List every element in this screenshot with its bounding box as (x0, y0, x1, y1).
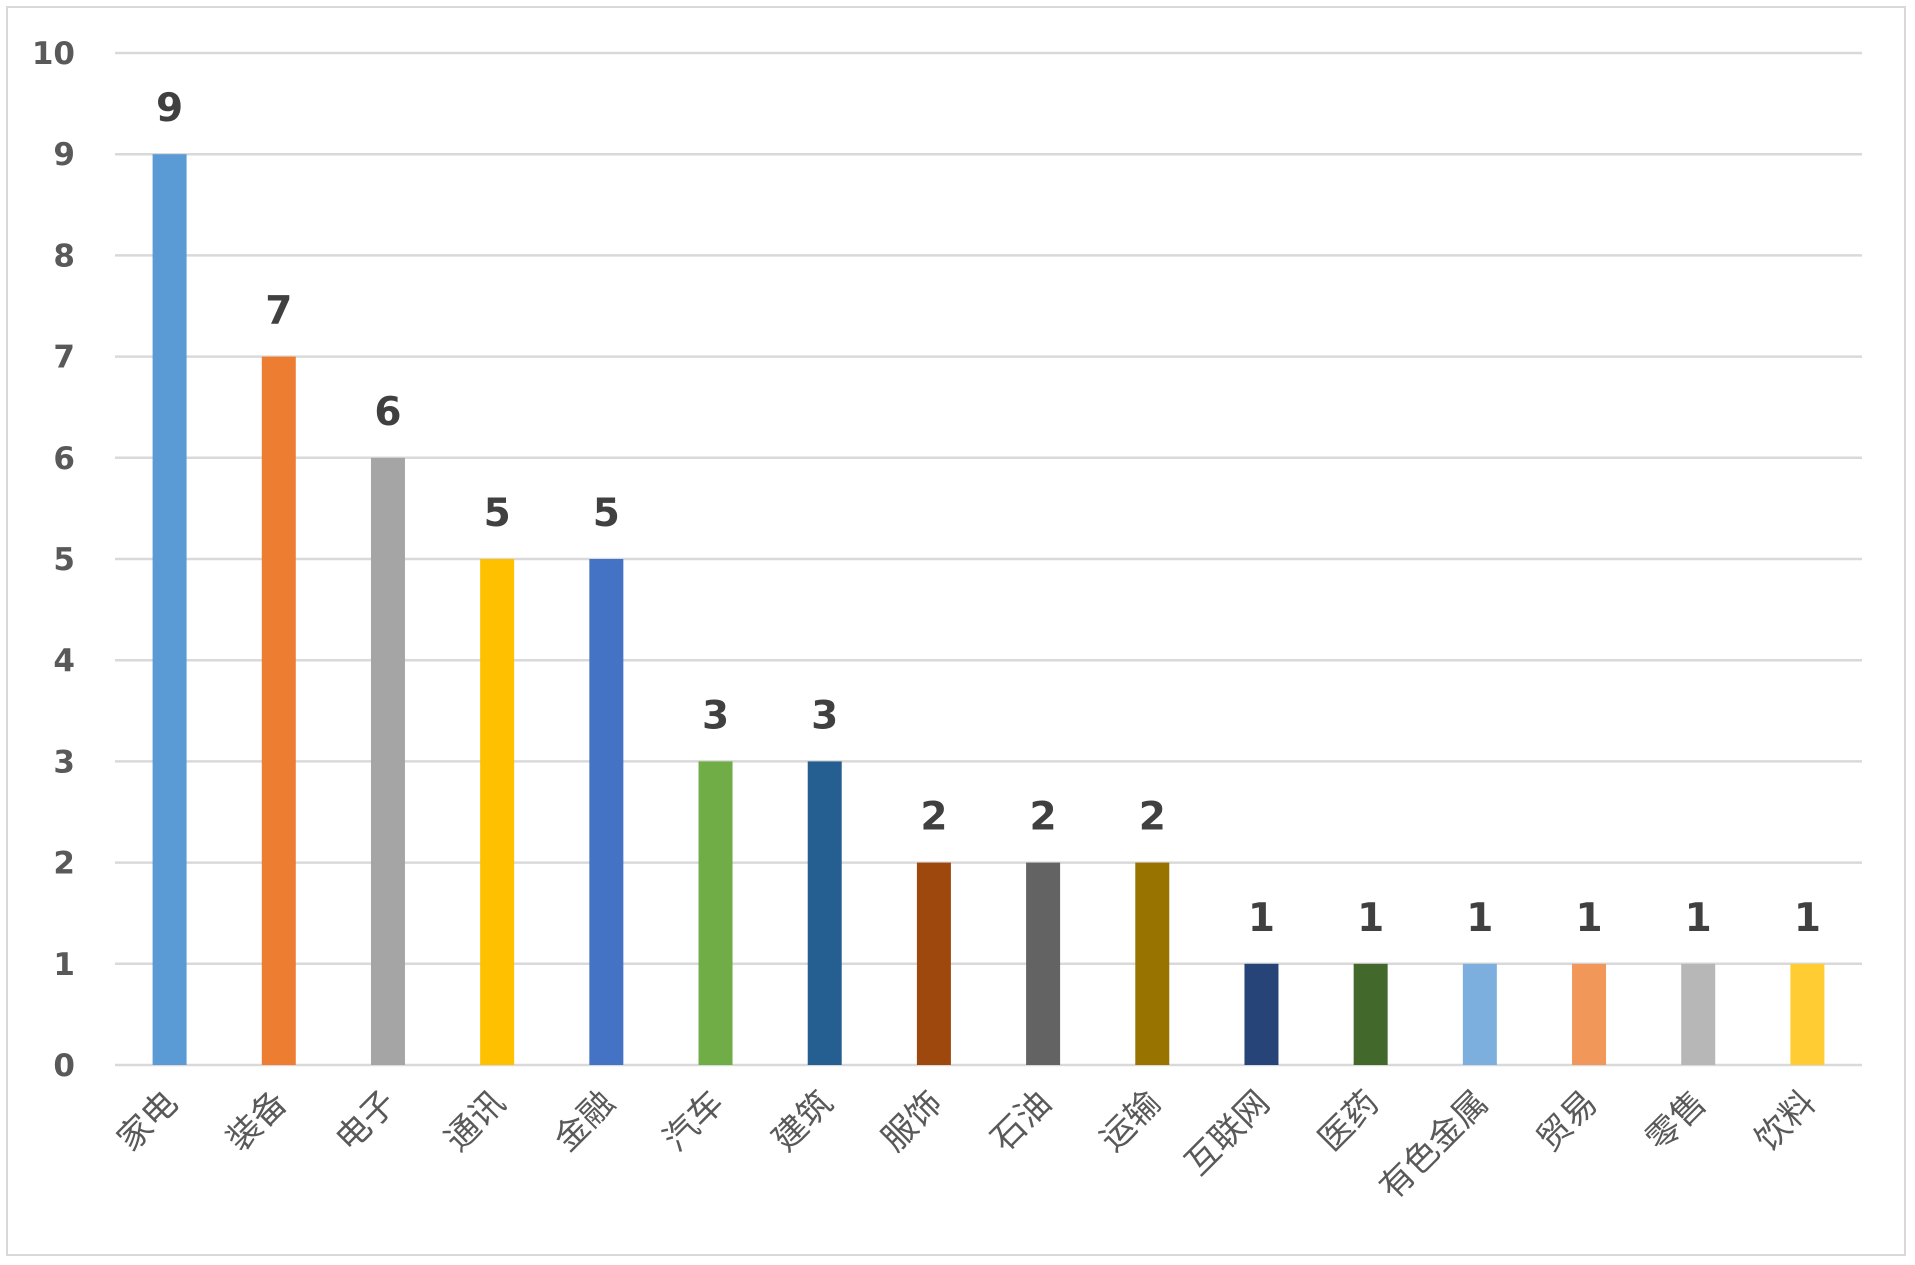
x-tick-label: 服饰 (874, 1083, 950, 1159)
data-label: 9 (156, 86, 183, 131)
data-label: 1 (1357, 896, 1384, 941)
x-tick-label: 金融 (546, 1083, 622, 1159)
bar (1244, 963, 1279, 1065)
bar (261, 356, 296, 1066)
x-tick-label: 零售 (1638, 1083, 1714, 1159)
data-label: 2 (1030, 795, 1057, 840)
y-tick-label: 3 (53, 744, 75, 780)
bar (152, 154, 187, 1065)
x-tick-label: 运输 (1092, 1083, 1168, 1159)
data-label: 3 (811, 693, 838, 738)
y-tick-label: 10 (32, 36, 75, 72)
data-label: 7 (265, 289, 292, 334)
y-tick-label: 7 (53, 340, 75, 376)
y-tick-label: 8 (53, 238, 75, 274)
x-tick-label: 家电 (110, 1083, 186, 1159)
data-label: 1 (1575, 896, 1602, 941)
bar (480, 559, 515, 1065)
x-tick-label: 电子 (328, 1083, 404, 1159)
x-tick-label: 石油 (983, 1083, 1059, 1159)
y-tick-label: 0 (53, 1048, 75, 1084)
data-label: 2 (920, 795, 947, 840)
x-tick-label: 互联网 (1177, 1083, 1277, 1183)
data-label: 2 (1139, 795, 1166, 840)
y-tick-label: 9 (53, 137, 75, 173)
data-label: 5 (484, 491, 511, 536)
y-tick-label: 5 (53, 542, 75, 578)
y-tick-label: 1 (53, 947, 75, 983)
bar (1790, 963, 1825, 1065)
bar (698, 761, 733, 1065)
data-label: 6 (374, 390, 401, 435)
x-tick-label: 医药 (1311, 1083, 1387, 1159)
bar (1572, 963, 1607, 1065)
data-label: 1 (1794, 896, 1821, 941)
x-tick-label: 饮料 (1747, 1083, 1823, 1159)
data-label: 1 (1248, 896, 1275, 941)
x-tick-label: 有色金属 (1372, 1083, 1496, 1207)
data-label: 1 (1685, 896, 1712, 941)
bar (807, 761, 842, 1065)
x-tick-label: 通讯 (437, 1083, 513, 1159)
bar (1135, 862, 1170, 1065)
data-label: 1 (1466, 896, 1493, 941)
x-tick-label: 建筑 (765, 1083, 841, 1159)
x-tick-label: 装备 (219, 1083, 295, 1159)
bar (1353, 963, 1388, 1065)
bar (370, 457, 405, 1065)
data-label: 3 (702, 693, 729, 738)
data-label: 5 (593, 491, 620, 536)
x-tick-label: 汽车 (656, 1083, 732, 1159)
bar (1026, 862, 1061, 1065)
y-tick-label: 6 (53, 441, 75, 477)
y-tick-label: 2 (53, 846, 75, 882)
y-tick-label: 4 (53, 643, 75, 679)
bar (916, 862, 951, 1065)
bar (1462, 963, 1497, 1065)
bar (589, 559, 624, 1065)
bar (1681, 963, 1716, 1065)
x-tick-label: 贸易 (1529, 1083, 1605, 1159)
